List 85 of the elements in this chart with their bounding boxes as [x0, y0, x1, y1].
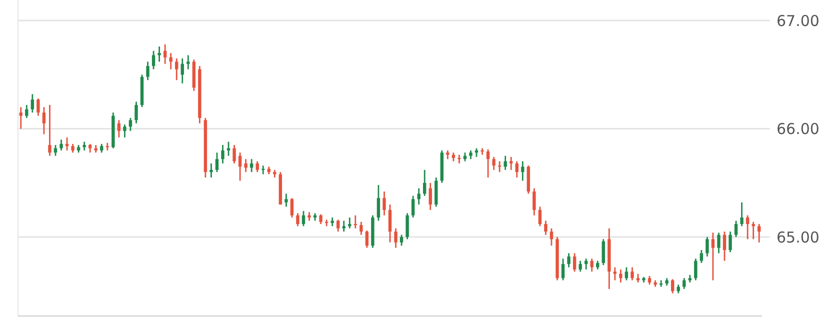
candlestick	[538, 206, 542, 227]
candlestick	[682, 277, 686, 290]
candlestick	[210, 162, 213, 178]
candlestick	[746, 214, 750, 240]
candlestick	[238, 152, 242, 182]
candlestick	[25, 104, 28, 119]
candlestick	[619, 268, 622, 284]
y-tick-label: 67.00	[776, 12, 820, 30]
candlestick	[256, 160, 259, 173]
candlestick	[221, 144, 224, 164]
candlestick	[158, 46, 161, 62]
candlestick	[342, 220, 346, 232]
candlestick	[458, 154, 461, 164]
candlestick	[572, 252, 576, 272]
candlestick	[717, 232, 720, 254]
candlestick	[411, 195, 415, 218]
candlestick	[752, 221, 755, 240]
candlestick	[394, 228, 398, 249]
candlestick	[561, 258, 565, 281]
candlestick	[336, 218, 340, 232]
candlestick	[146, 60, 150, 81]
candlestick	[215, 152, 219, 173]
candlestick	[152, 50, 156, 70]
y-tick-label: 66.00	[776, 120, 820, 138]
candlestick	[169, 52, 172, 70]
candlestick	[728, 230, 732, 253]
candlestick	[492, 156, 496, 171]
candlestick	[694, 258, 698, 281]
candlestick	[382, 190, 386, 216]
candlestick	[613, 266, 617, 281]
candlestick	[284, 193, 288, 208]
candlestick	[504, 155, 507, 171]
candlestick	[244, 158, 248, 173]
candlestick	[722, 230, 726, 262]
candlestick	[360, 221, 363, 236]
candlestick	[117, 119, 121, 138]
candlestick	[180, 58, 184, 84]
candlestick	[296, 212, 300, 227]
candlestick	[123, 124, 126, 138]
candlestick	[163, 44, 167, 65]
candlestick	[700, 249, 704, 264]
candlestick	[532, 188, 536, 216]
candlestick	[302, 210, 306, 227]
candlestick	[376, 184, 380, 222]
candlestick	[42, 106, 46, 135]
candlestick	[186, 54, 190, 70]
candlestick	[602, 238, 605, 266]
candlestick	[400, 234, 404, 246]
candlestick	[428, 182, 432, 211]
y-tick-label: 65.00	[776, 228, 820, 246]
candlestick	[521, 160, 524, 182]
candlestick	[567, 252, 570, 268]
candlestick	[319, 214, 322, 225]
candlestick	[758, 223, 761, 244]
candlestick	[711, 232, 715, 281]
candlestick	[480, 148, 484, 156]
candlestick	[417, 188, 420, 206]
candlestick	[486, 148, 490, 178]
candlestick	[19, 106, 22, 130]
candlestick	[624, 266, 628, 281]
candlestick	[734, 220, 738, 238]
candlestick	[232, 144, 236, 164]
candlestick	[706, 236, 709, 258]
candlestick	[36, 98, 40, 116]
candlestick	[578, 260, 582, 272]
candlestick	[60, 138, 63, 152]
candlestick	[740, 202, 744, 227]
candlestick	[544, 220, 548, 236]
candlestick	[388, 204, 392, 244]
candlestick	[671, 278, 674, 294]
candlestick	[510, 156, 513, 171]
candlestick	[423, 169, 426, 197]
candlestick	[406, 212, 409, 240]
candlestick	[590, 258, 594, 272]
candlestick	[630, 266, 634, 281]
candlestick	[434, 176, 438, 208]
candlestick	[48, 104, 52, 157]
candlestick	[515, 160, 518, 178]
candlestick	[30, 93, 34, 114]
candlestick	[365, 230, 369, 249]
candlestick	[290, 197, 294, 218]
candlestick	[128, 117, 132, 132]
candlestick	[550, 228, 554, 246]
candlestick	[134, 101, 138, 124]
candlestick	[175, 58, 178, 81]
